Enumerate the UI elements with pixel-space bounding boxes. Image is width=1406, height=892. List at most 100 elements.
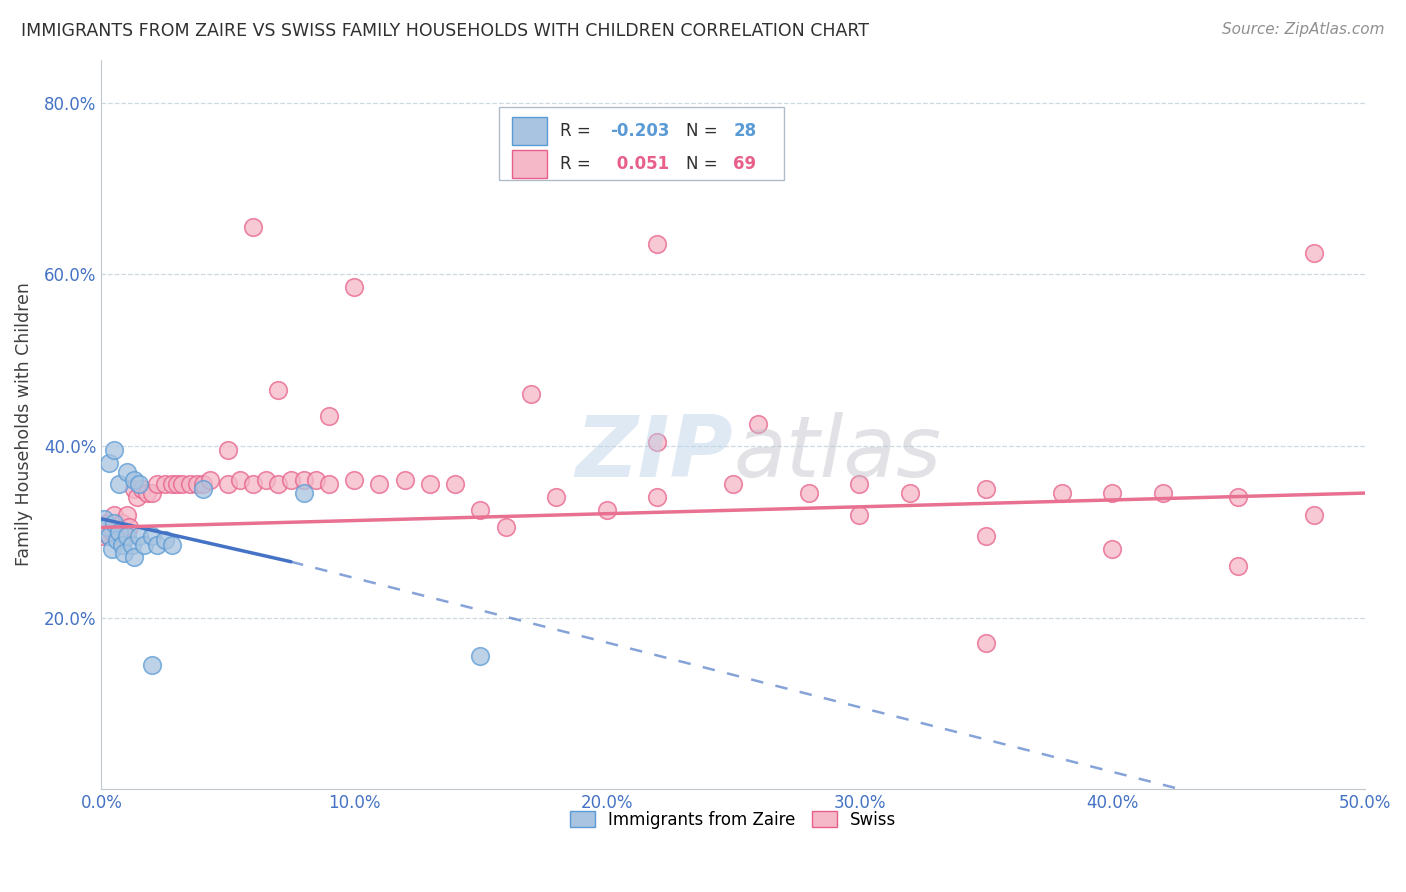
Point (100, 541, 122, 556)
Point (166, 477, 188, 491)
Point (1050, 486, 1073, 500)
Text: N =: N = (686, 122, 723, 140)
Point (1303, 508, 1326, 522)
FancyBboxPatch shape (512, 117, 547, 145)
Point (747, 417, 769, 432)
Point (848, 508, 870, 522)
Point (124, 482, 146, 496)
Point (394, 473, 416, 487)
Point (343, 473, 366, 487)
Text: 28: 28 (733, 122, 756, 140)
Point (128, 477, 150, 491)
Point (112, 529, 135, 543)
Point (318, 409, 340, 423)
Point (111, 516, 134, 530)
Point (495, 520, 517, 534)
Text: Source: ZipAtlas.com: Source: ZipAtlas.com (1222, 22, 1385, 37)
Point (647, 237, 669, 252)
Text: 0.051: 0.051 (610, 155, 669, 173)
Point (596, 503, 619, 517)
Text: R =: R = (560, 155, 596, 173)
Point (146, 477, 169, 491)
Point (131, 482, 153, 496)
Point (115, 465, 138, 479)
Point (217, 443, 239, 458)
Text: ZIP: ZIP (575, 412, 733, 495)
Text: N =: N = (686, 155, 723, 173)
Point (112, 546, 135, 560)
Point (111, 538, 134, 552)
FancyBboxPatch shape (499, 107, 783, 180)
Text: atlas: atlas (733, 412, 941, 495)
Point (108, 524, 131, 539)
Point (797, 486, 820, 500)
Point (1101, 541, 1123, 556)
Point (292, 473, 315, 487)
Point (974, 482, 997, 496)
Point (974, 529, 997, 543)
Point (93, 512, 115, 526)
Point (153, 533, 176, 548)
Text: 69: 69 (733, 155, 756, 173)
Point (318, 477, 340, 491)
Point (198, 473, 221, 487)
Point (128, 529, 150, 543)
Point (153, 477, 176, 491)
Point (121, 538, 143, 552)
Legend: Immigrants from Zaire, Swiss: Immigrants from Zaire, Swiss (562, 805, 903, 836)
Point (118, 520, 141, 534)
Point (98, 529, 121, 543)
Point (1227, 491, 1250, 505)
Point (848, 477, 870, 491)
Point (103, 508, 125, 522)
Point (305, 473, 328, 487)
Point (242, 219, 264, 234)
Point (292, 486, 315, 500)
Point (898, 486, 921, 500)
Point (647, 491, 669, 505)
Point (186, 477, 208, 491)
Point (179, 477, 201, 491)
Point (280, 473, 302, 487)
Point (721, 477, 744, 491)
Point (520, 387, 543, 401)
Point (160, 538, 183, 552)
Point (115, 508, 138, 522)
Point (1303, 245, 1326, 260)
Point (160, 477, 183, 491)
Point (217, 477, 239, 491)
Point (546, 491, 568, 505)
Point (141, 486, 163, 500)
Point (108, 477, 131, 491)
Point (242, 477, 264, 491)
Point (974, 636, 997, 650)
Point (134, 538, 156, 552)
Point (103, 516, 125, 530)
Point (141, 657, 163, 672)
Text: R =: R = (560, 122, 596, 140)
Point (254, 473, 277, 487)
Point (93, 529, 115, 543)
Point (470, 503, 492, 517)
Point (191, 482, 214, 496)
Text: IMMIGRANTS FROM ZAIRE VS SWISS FAMILY HOUSEHOLDS WITH CHILDREN CORRELATION CHART: IMMIGRANTS FROM ZAIRE VS SWISS FAMILY HO… (21, 22, 869, 40)
FancyBboxPatch shape (512, 150, 547, 178)
Point (146, 538, 169, 552)
Point (141, 529, 163, 543)
Y-axis label: Family Households with Children: Family Households with Children (15, 283, 32, 566)
Point (98, 529, 121, 543)
Point (444, 477, 467, 491)
Point (115, 529, 138, 543)
Point (470, 649, 492, 664)
Point (1101, 486, 1123, 500)
Point (419, 477, 441, 491)
Point (136, 486, 159, 500)
Point (108, 524, 131, 539)
Point (229, 473, 252, 487)
Point (125, 491, 148, 505)
Point (1227, 559, 1250, 574)
Point (100, 524, 122, 539)
Point (98, 456, 121, 470)
Point (103, 443, 125, 458)
Point (172, 477, 194, 491)
